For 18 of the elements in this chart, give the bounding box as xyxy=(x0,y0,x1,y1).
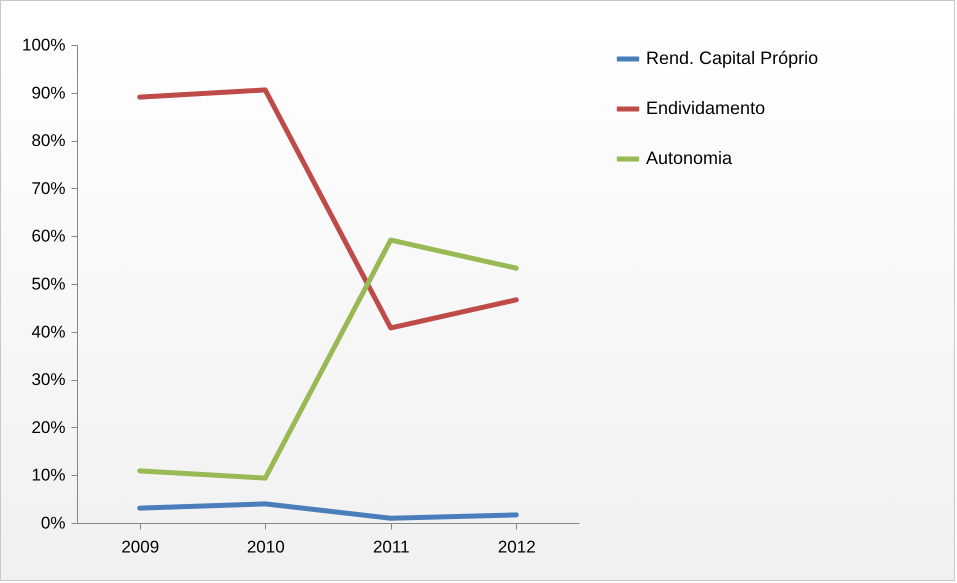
x-tick-label: 2011 xyxy=(372,538,410,556)
y-tick-label: 80% xyxy=(31,131,66,150)
y-tick-label: 10% xyxy=(31,466,66,485)
legend-label: Autonomia xyxy=(646,148,734,168)
y-tick-label: 100% xyxy=(22,36,66,54)
y-tick-label: 20% xyxy=(31,418,66,437)
y-tick-label: 90% xyxy=(31,83,66,102)
y-tick-label: 0% xyxy=(40,514,66,532)
y-tick-label: 50% xyxy=(31,274,66,294)
y-tick-label: 30% xyxy=(31,370,66,390)
legend-label: Rend. Capital Próprio xyxy=(646,48,818,68)
x-tick-label: 2009 xyxy=(121,538,160,556)
y-tick-label: 70% xyxy=(31,178,66,198)
y-tick-label: 60% xyxy=(31,226,66,246)
legend-label: Endividamento xyxy=(646,98,766,118)
y-tick-label: 40% xyxy=(31,322,66,342)
x-tick-label: 2010 xyxy=(246,538,285,556)
x-tick-label: 2012 xyxy=(498,538,536,556)
